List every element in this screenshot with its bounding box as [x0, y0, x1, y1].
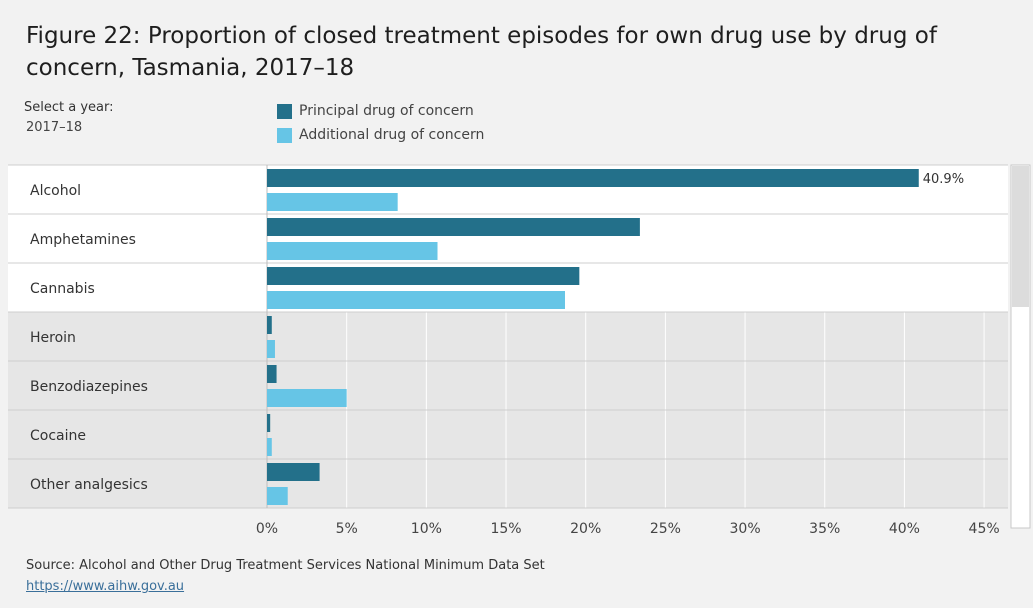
legend-label-additional: Additional drug of concern	[299, 127, 485, 143]
row-band	[8, 410, 1008, 459]
chart-title: Figure 22: Proportion of closed treatmen…	[26, 23, 937, 81]
legend-swatch-principal	[277, 103, 292, 119]
x-tick-label: 20%	[570, 521, 601, 537]
row-band	[8, 312, 1008, 361]
bar-additional	[267, 291, 565, 309]
category-label: Alcohol	[30, 183, 81, 199]
category-label: Cannabis	[30, 281, 95, 297]
bar-chart: Alcohol Amphetamines Cannabis Heroin Benzodi…	[8, 164, 1031, 537]
x-tick-label: 0%	[256, 521, 278, 537]
source-link[interactable]: https://www.aihw.gov.au	[26, 579, 185, 594]
legend-swatch-additional	[277, 127, 292, 143]
bar-additional	[267, 193, 398, 211]
year-selector-label: Select a year:	[24, 100, 114, 115]
bar-principal	[267, 267, 580, 285]
x-tick-label: 35%	[809, 521, 840, 537]
bar-additional	[267, 340, 275, 358]
category-label: Benzodiazepines	[30, 379, 148, 395]
category-label: Heroin	[30, 330, 76, 346]
source-text: Source: Alcohol and Other Drug Treatment…	[26, 558, 545, 573]
legend-item-additional[interactable]: Additional drug of concern	[277, 123, 484, 147]
bar-principal	[267, 169, 919, 187]
row-band	[8, 361, 1008, 410]
category-label: Other analgesics	[30, 477, 148, 493]
legend-item-principal[interactable]: Principal drug of concern	[277, 99, 484, 123]
legend: Principal drug of concern Additional dru…	[277, 99, 484, 147]
x-tick-label: 15%	[490, 521, 521, 537]
bar-additional	[267, 438, 272, 456]
bar-additional	[267, 389, 347, 407]
x-tick-label: 40%	[889, 521, 920, 537]
data-label: 40.9%	[923, 172, 964, 187]
bar-principal	[267, 463, 320, 481]
x-tick-label: 30%	[730, 521, 761, 537]
category-label: Cocaine	[30, 428, 86, 444]
legend-label-principal: Principal drug of concern	[299, 103, 474, 119]
bar-principal	[267, 218, 640, 236]
bar-additional	[267, 242, 438, 260]
x-tick-label: 10%	[411, 521, 442, 537]
scrollbar-thumb	[1012, 166, 1029, 307]
x-tick-label: 25%	[650, 521, 681, 537]
row-band	[8, 459, 1008, 508]
category-label: Amphetamines	[30, 232, 136, 248]
year-selector-value[interactable]: 2017–18	[26, 120, 83, 135]
x-tick-label: 45%	[969, 521, 1000, 537]
bar-additional	[267, 487, 288, 505]
bar-principal	[267, 414, 271, 432]
bar-principal	[267, 365, 277, 383]
bar-principal	[267, 316, 272, 334]
x-tick-label: 5%	[336, 521, 358, 537]
